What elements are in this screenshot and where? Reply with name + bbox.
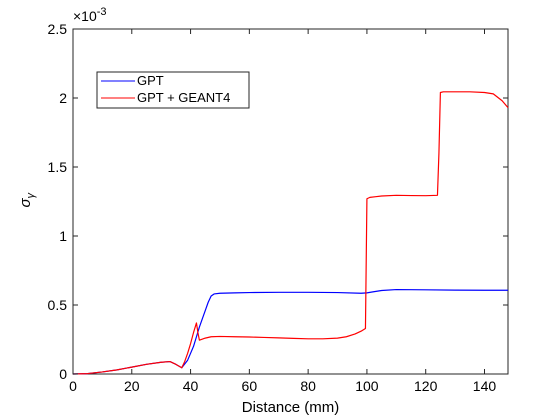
axis-ticks: 0 20 40 60 80 100 120 140 0 0.5 1 1.5 2 2.5 — [48, 21, 508, 394]
y-tick-label: 0.5 — [48, 297, 68, 313]
legend-box — [96, 71, 250, 109]
legend: GPT GPT + GEANT4 — [96, 71, 250, 109]
x-tick-label: 40 — [183, 378, 199, 394]
x-axis-label: Distance (mm) — [242, 399, 340, 416]
y-axis-multiplier: ×10-3 — [73, 6, 107, 24]
y-axis-label-subscript: γ — [25, 191, 37, 198]
y-tick-label: 2.5 — [48, 21, 68, 37]
y-tick-label: 0 — [59, 366, 67, 382]
x-tick-label: 60 — [242, 378, 258, 394]
legend-label-gpt-geant4: GPT + GEANT4 — [137, 90, 230, 105]
series-line-gpt-geant4 — [72, 91, 509, 375]
x-tick-label: 100 — [355, 378, 379, 394]
series-layer — [72, 91, 509, 375]
x-tick-label: 0 — [69, 378, 77, 394]
y-tick-label: 1.5 — [48, 159, 68, 175]
legend-label-gpt: GPT — [137, 73, 164, 88]
y-multiplier-base: ×10 — [73, 8, 97, 24]
x-tick-label: 80 — [300, 378, 316, 394]
y-axis-label: σγ — [17, 191, 37, 207]
x-tick-label: 20 — [124, 378, 140, 394]
y-tick-label: 2 — [59, 90, 67, 106]
x-tick-label: 140 — [473, 378, 497, 394]
y-axis-label-symbol: σ — [17, 198, 34, 208]
y-multiplier-exponent: -3 — [97, 6, 107, 18]
y-tick-label: 1 — [59, 228, 67, 244]
x-tick-label: 120 — [414, 378, 438, 394]
